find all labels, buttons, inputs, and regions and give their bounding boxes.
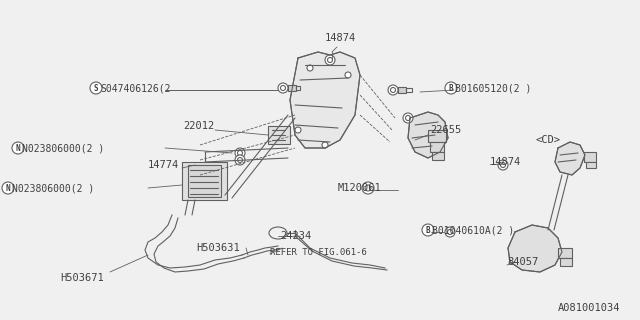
- Polygon shape: [508, 225, 562, 272]
- Text: N023806000(2 ): N023806000(2 ): [12, 183, 94, 193]
- Polygon shape: [408, 112, 448, 158]
- Text: 14874: 14874: [490, 157, 521, 167]
- Polygon shape: [290, 52, 360, 148]
- Circle shape: [362, 182, 374, 194]
- Text: <CD>: <CD>: [535, 135, 560, 145]
- Circle shape: [322, 142, 328, 148]
- Text: N: N: [16, 143, 20, 153]
- Text: B: B: [426, 226, 430, 235]
- Circle shape: [235, 148, 245, 158]
- Text: REFER TO FIG.061-6: REFER TO FIG.061-6: [270, 247, 367, 257]
- Text: S047406126(2: S047406126(2: [100, 83, 170, 93]
- Circle shape: [235, 155, 245, 165]
- Circle shape: [445, 227, 455, 237]
- Circle shape: [498, 160, 508, 170]
- Circle shape: [422, 224, 434, 236]
- Text: S: S: [93, 84, 99, 92]
- Text: 24234: 24234: [280, 231, 311, 241]
- Circle shape: [2, 182, 14, 194]
- Bar: [268, 126, 290, 144]
- Circle shape: [445, 82, 457, 94]
- Text: B01040610A(2 ): B01040610A(2 ): [432, 225, 515, 235]
- Text: H503671: H503671: [60, 273, 104, 283]
- Circle shape: [403, 113, 413, 123]
- Text: B: B: [449, 84, 453, 92]
- Circle shape: [307, 65, 313, 71]
- Polygon shape: [555, 142, 585, 175]
- Bar: [430, 142, 444, 152]
- Bar: [288, 85, 296, 91]
- Circle shape: [325, 55, 335, 65]
- Text: N: N: [6, 183, 10, 193]
- Text: H503631: H503631: [196, 243, 240, 253]
- Text: 14774: 14774: [148, 160, 179, 170]
- Text: 22012: 22012: [183, 121, 214, 131]
- Bar: [428, 130, 446, 142]
- Text: 14874: 14874: [324, 33, 356, 43]
- Bar: [406, 88, 412, 92]
- Bar: [586, 162, 596, 168]
- Bar: [432, 152, 444, 160]
- Bar: [296, 86, 300, 90]
- Circle shape: [278, 83, 288, 93]
- Bar: [558, 248, 572, 258]
- Bar: [584, 152, 596, 162]
- Circle shape: [90, 82, 102, 94]
- Text: M120061: M120061: [338, 183, 381, 193]
- Text: B01605120(2 ): B01605120(2 ): [455, 83, 531, 93]
- Circle shape: [388, 85, 398, 95]
- Circle shape: [12, 142, 24, 154]
- Bar: [188, 165, 221, 197]
- Text: N023806000(2 ): N023806000(2 ): [22, 143, 104, 153]
- Text: 84057: 84057: [507, 257, 538, 267]
- Bar: [560, 258, 572, 266]
- Circle shape: [345, 72, 351, 78]
- Text: 22655: 22655: [430, 125, 461, 135]
- Circle shape: [295, 127, 301, 133]
- Text: A081001034: A081001034: [557, 303, 620, 313]
- Bar: [398, 87, 406, 93]
- Bar: [182, 162, 227, 200]
